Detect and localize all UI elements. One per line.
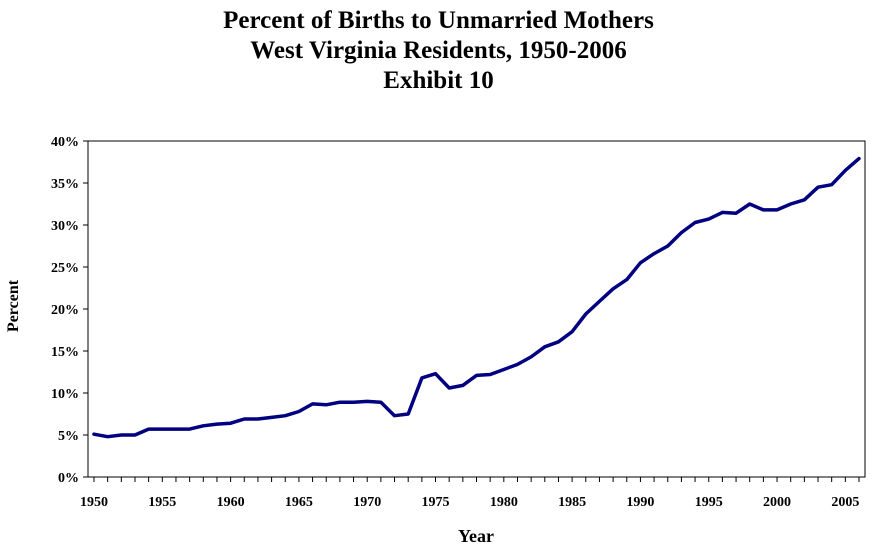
x-tick-label: 1980 — [490, 495, 518, 510]
x-tick-label: 1985 — [558, 495, 586, 510]
x-tick-label: 1955 — [148, 495, 176, 510]
y-tick-label: 35% — [51, 177, 79, 192]
x-tick-label: 1970 — [353, 495, 381, 510]
x-tick-label: 2000 — [763, 495, 791, 510]
y-tick-label: 10% — [51, 387, 79, 402]
x-tick-label: 1950 — [80, 495, 108, 510]
y-tick-label: 5% — [58, 429, 79, 444]
x-tick-label: 1965 — [285, 495, 313, 510]
y-axis-label: Percent — [5, 279, 22, 333]
y-tick-label: 30% — [51, 219, 79, 234]
y-tick-label: 0% — [58, 471, 79, 486]
series-line — [92, 156, 861, 439]
x-tick-label: 1990 — [626, 495, 654, 510]
chart-title: Percent of Births to Unmarried Mothers — [223, 7, 654, 34]
y-tick-label: 40% — [51, 135, 79, 150]
chart-title-block: Percent of Births to Unmarried Mothers W… — [0, 6, 877, 96]
x-tick-label: 1975 — [422, 495, 450, 510]
y-tick-label: 25% — [51, 261, 79, 276]
x-tick-label: 2005 — [831, 495, 859, 510]
x-axis-label: Year — [458, 526, 494, 546]
y-tick-label: 20% — [51, 303, 79, 318]
y-tick-label: 15% — [51, 345, 79, 360]
x-tick-label: 1995 — [695, 495, 723, 510]
chart-subtitle: West Virginia Residents, 1950-2006 — [250, 37, 627, 64]
x-tick-label: 1960 — [217, 495, 245, 510]
chart-exhibit-label: Exhibit 10 — [383, 67, 494, 94]
